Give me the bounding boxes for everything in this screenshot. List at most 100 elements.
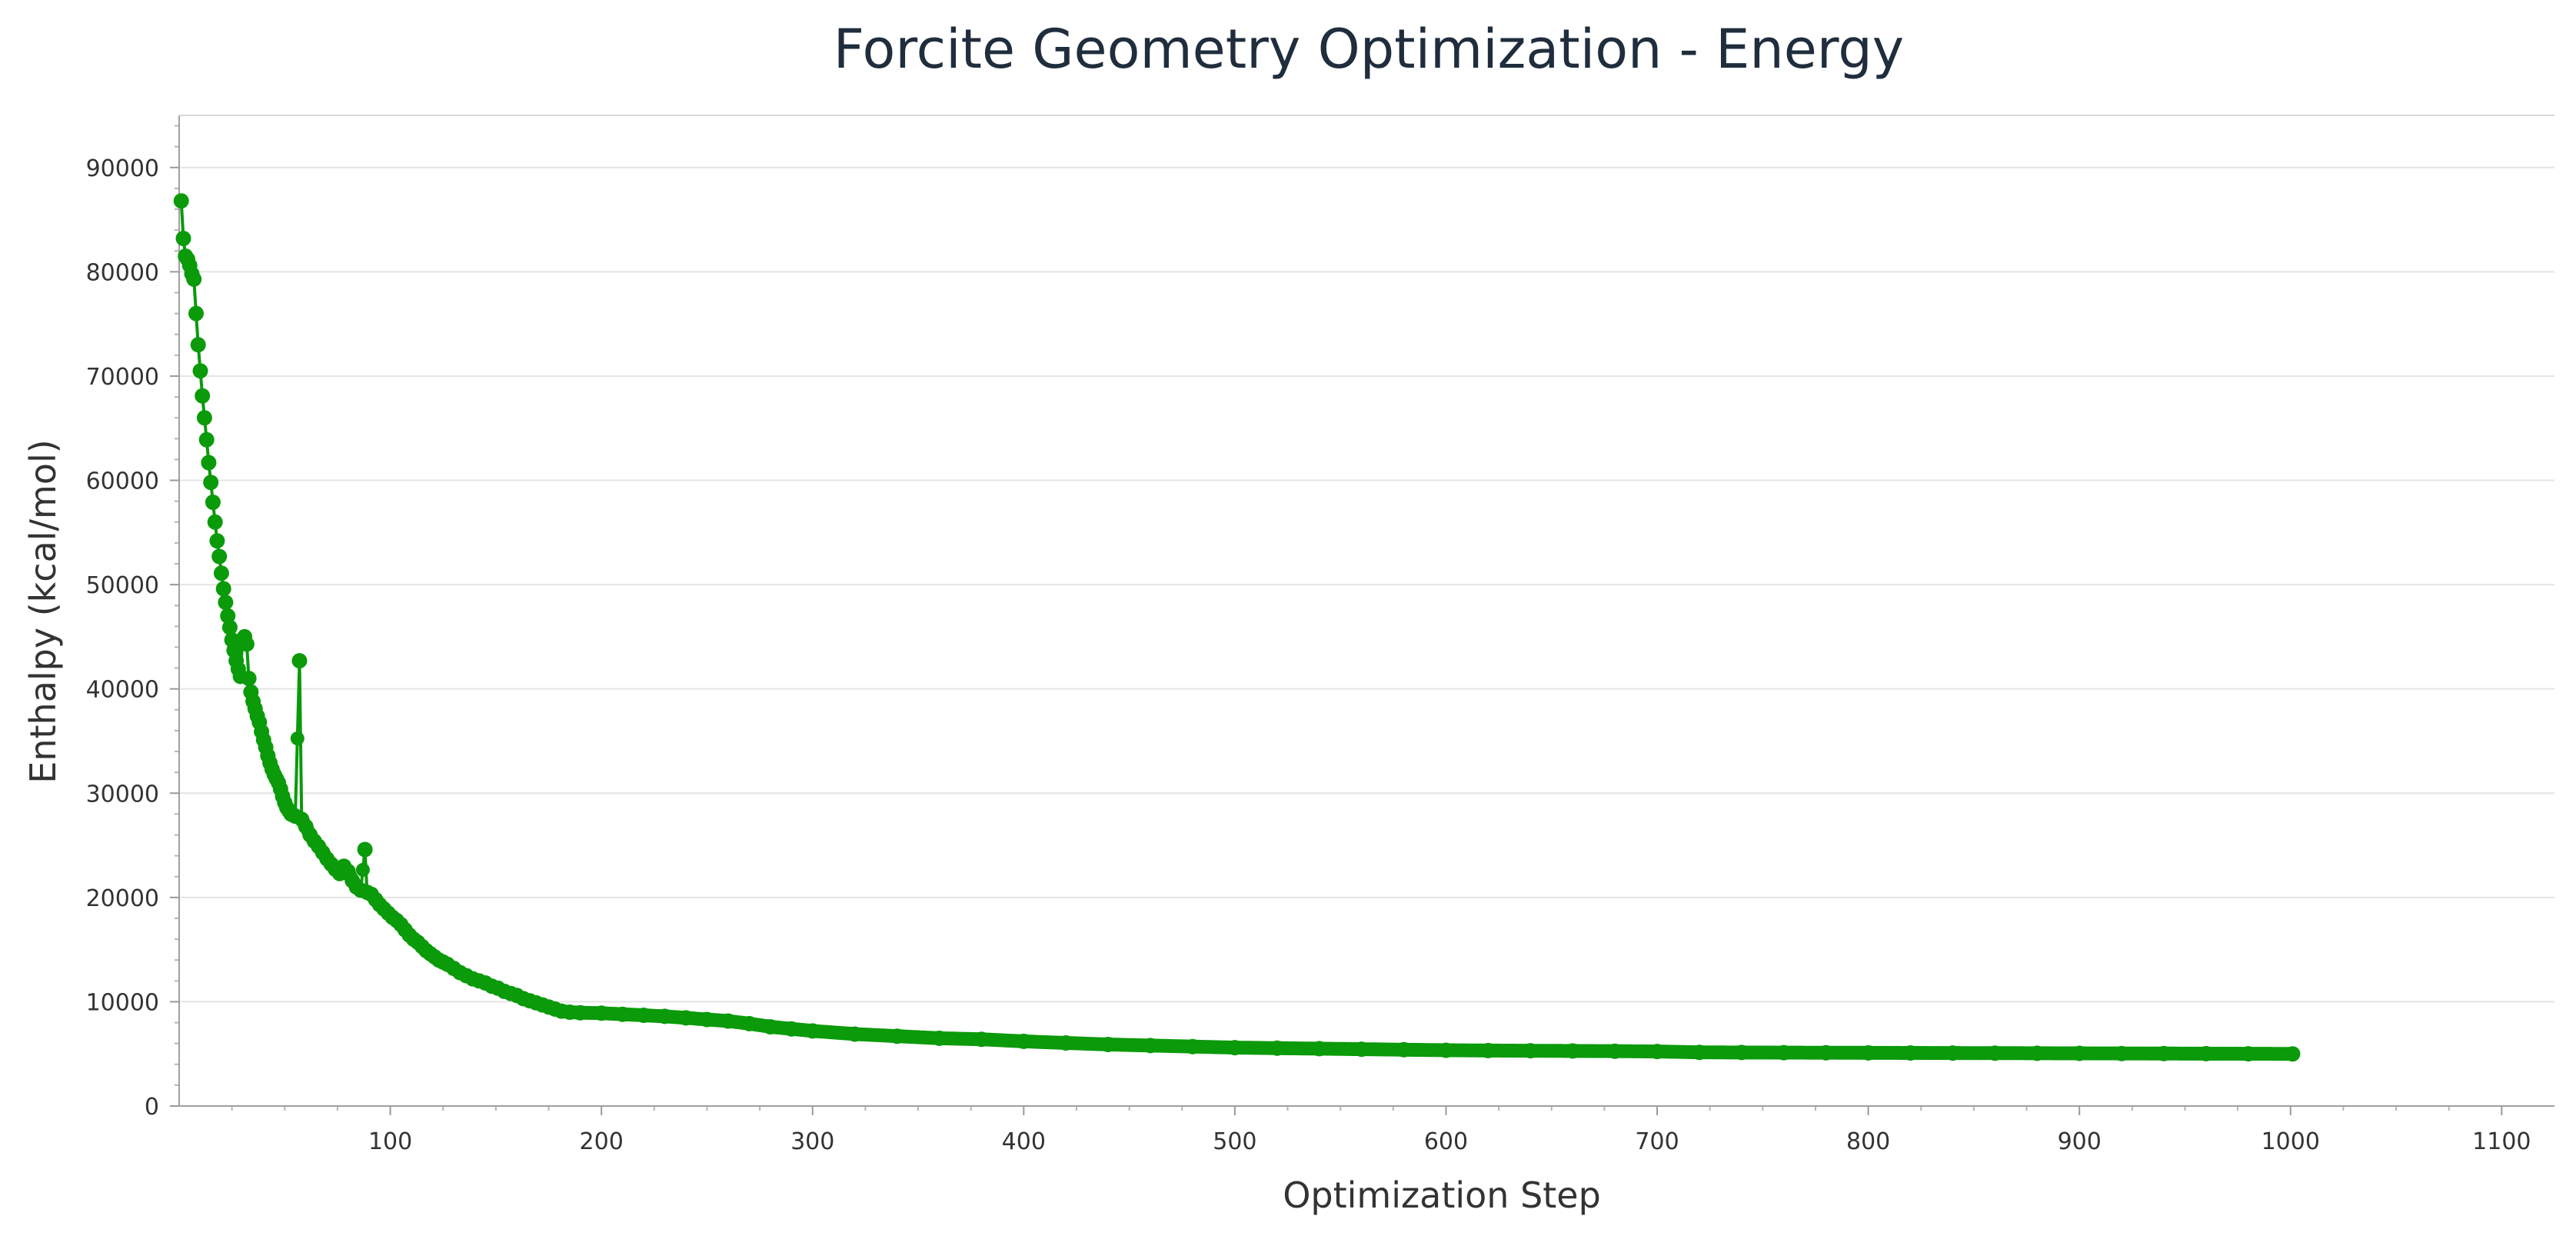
data-point xyxy=(2114,1045,2130,1061)
x-tick-label: 1100 xyxy=(2472,1128,2531,1155)
data-point xyxy=(2029,1045,2045,1061)
y-tick-label: 40000 xyxy=(86,677,159,704)
data-point xyxy=(2285,1046,2301,1062)
data-point xyxy=(1692,1044,1707,1061)
data-point xyxy=(1185,1038,1200,1054)
data-point xyxy=(215,581,231,597)
data-point xyxy=(196,410,212,426)
data-point xyxy=(1269,1040,1285,1056)
data-point xyxy=(804,1023,820,1039)
x-tick-label: 100 xyxy=(368,1128,412,1155)
data-point xyxy=(357,841,373,858)
data-point xyxy=(221,619,238,635)
data-point xyxy=(205,495,221,510)
data-point xyxy=(1523,1043,1539,1059)
x-tick-label: 600 xyxy=(1424,1128,1468,1155)
series-line xyxy=(179,201,2293,1056)
y-tick-label: 50000 xyxy=(86,572,159,599)
data-point xyxy=(1987,1045,2003,1061)
y-tick-label: 80000 xyxy=(86,259,159,286)
data-point xyxy=(1776,1044,1792,1061)
data-point xyxy=(211,548,228,565)
data-point xyxy=(572,1004,588,1021)
data-point xyxy=(1016,1033,1032,1049)
y-tick-label: 70000 xyxy=(86,364,159,391)
data-point xyxy=(1607,1043,1623,1059)
data-point xyxy=(1226,1040,1243,1056)
data-point xyxy=(1480,1042,1496,1058)
data-point xyxy=(2198,1045,2214,1061)
data-point xyxy=(636,1008,652,1023)
data-point xyxy=(1945,1045,1961,1061)
data-point xyxy=(678,1010,694,1026)
data-point xyxy=(355,862,370,877)
data-point xyxy=(784,1021,800,1037)
data-point xyxy=(1902,1045,1919,1061)
x-tick-label: 900 xyxy=(2058,1128,2102,1155)
data-point xyxy=(889,1028,905,1044)
x-tick-label: 300 xyxy=(790,1128,834,1155)
data-point xyxy=(762,1019,778,1034)
data-point xyxy=(1311,1041,1327,1057)
data-point xyxy=(1818,1044,1834,1061)
data-point xyxy=(1649,1044,1665,1060)
y-tick-label: 10000 xyxy=(86,989,159,1016)
x-tick-label: 700 xyxy=(1635,1128,1679,1155)
data-point xyxy=(241,671,257,687)
y-tick-label: 20000 xyxy=(86,885,159,912)
tick-labels: 0 10000 20000 30000 40000 50000 60000 70000 8000… xyxy=(86,155,2531,1155)
data-point xyxy=(203,475,219,491)
data-point xyxy=(2240,1046,2256,1062)
data-point xyxy=(1860,1044,1876,1061)
x-tick-label: 500 xyxy=(1213,1128,1256,1155)
data-point xyxy=(290,731,305,746)
data-point xyxy=(209,533,225,549)
data-point xyxy=(207,514,223,530)
y-tick-label: 0 xyxy=(145,1094,159,1121)
data-point xyxy=(1438,1042,1454,1058)
data-point xyxy=(1100,1037,1117,1052)
data-point xyxy=(192,363,208,379)
data-point xyxy=(173,193,189,209)
data-point xyxy=(218,595,234,611)
data-point xyxy=(973,1031,990,1048)
data-point xyxy=(594,1005,610,1021)
data-point xyxy=(238,636,255,652)
data-point xyxy=(1143,1038,1159,1054)
data-point xyxy=(1058,1035,1074,1051)
data-point xyxy=(614,1006,631,1022)
data-point xyxy=(220,608,236,624)
data-point xyxy=(741,1015,757,1031)
axes xyxy=(170,115,2554,1115)
y-tick-label: 30000 xyxy=(86,781,159,808)
data-point xyxy=(175,231,191,246)
chart-title: Forcite Geometry Optimization - Energy xyxy=(834,18,1904,81)
y-axis-label: Enthalpy (kcal/mol) xyxy=(22,439,64,783)
data-point xyxy=(1733,1044,1749,1061)
data-point xyxy=(931,1030,947,1046)
data-point xyxy=(699,1011,715,1028)
data-point xyxy=(195,388,211,404)
data-point xyxy=(847,1026,863,1042)
data-point xyxy=(201,455,217,471)
data-point xyxy=(198,431,215,448)
data-series xyxy=(173,193,2301,1062)
data-point xyxy=(2156,1045,2172,1061)
x-axis-label: Optimization Step xyxy=(1283,1174,1601,1216)
data-point xyxy=(720,1013,736,1029)
data-point xyxy=(186,271,202,287)
data-point xyxy=(1396,1041,1412,1058)
data-point xyxy=(2072,1045,2088,1061)
x-tick-label: 200 xyxy=(580,1128,624,1155)
x-tick-label: 800 xyxy=(1846,1128,1890,1155)
data-point xyxy=(190,337,206,353)
x-tick-label: 1000 xyxy=(2261,1128,2320,1155)
data-point xyxy=(188,305,204,321)
data-point xyxy=(1565,1043,1581,1059)
gridlines xyxy=(179,166,2554,1003)
data-point xyxy=(1353,1041,1370,1058)
y-tick-label: 60000 xyxy=(86,468,159,495)
x-tick-label: 400 xyxy=(1002,1128,1046,1155)
data-point xyxy=(657,1008,673,1024)
